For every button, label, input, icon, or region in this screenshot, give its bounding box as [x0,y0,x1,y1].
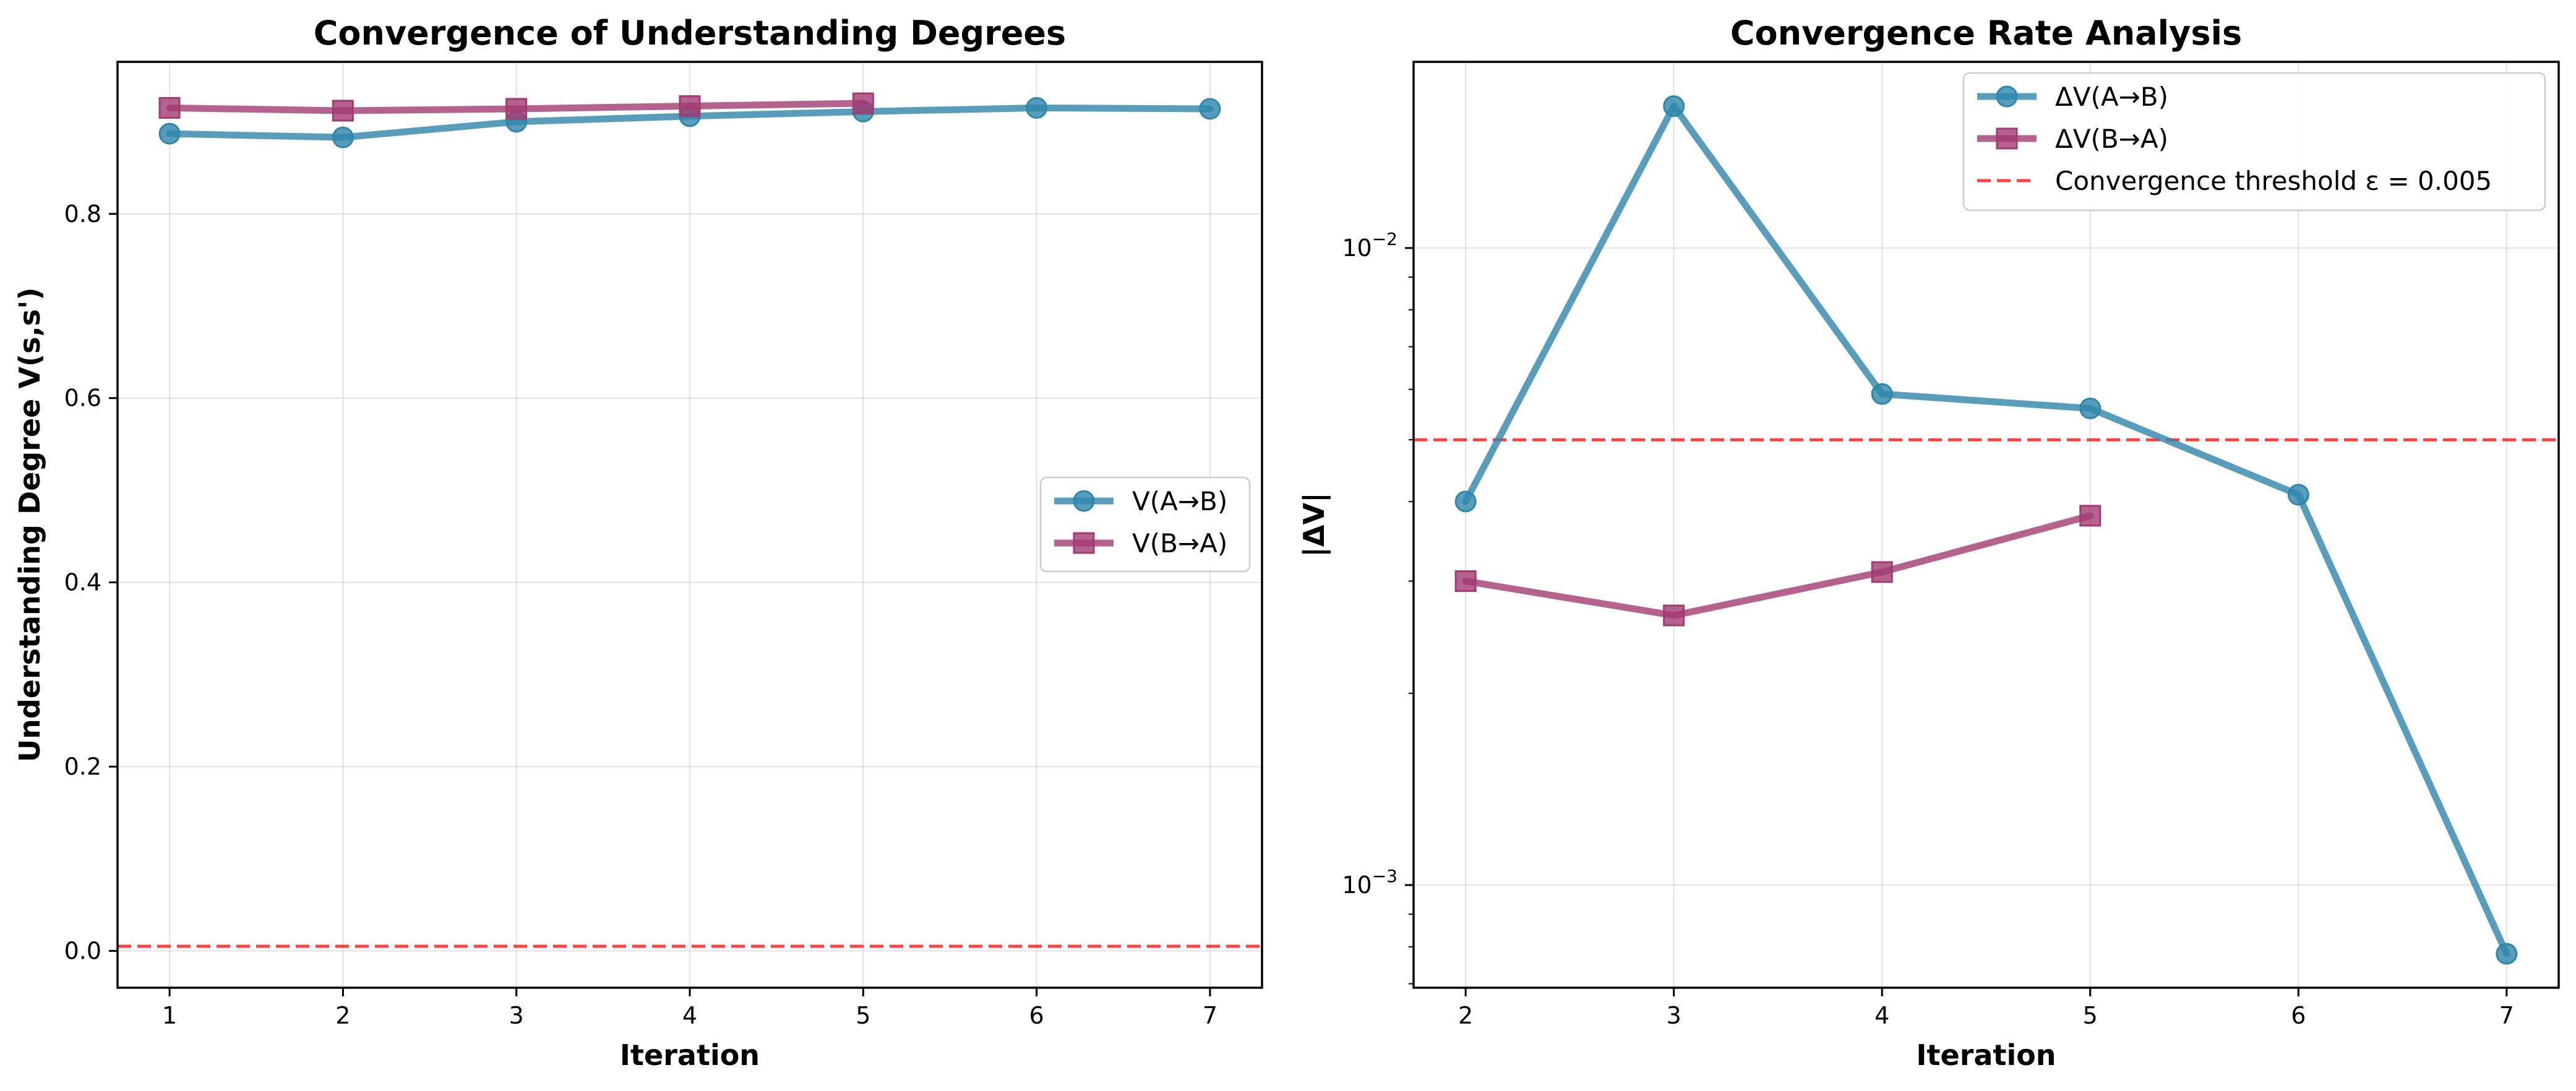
y-tick-label: 10−3 [1342,866,1397,899]
x-tick-label: 4 [1874,1002,1889,1029]
x-tick-label: 5 [856,1002,870,1029]
x-tick-label: 6 [2291,1002,2306,1029]
y-tick-label: 0.6 [64,385,101,412]
series-b-to-a [158,92,874,122]
y-tick-label: 10−2 [1342,229,1397,262]
data-point [852,92,874,114]
x-tick-label: 3 [1667,1002,1681,1029]
data-point [1871,561,1893,583]
y-tick-label: 0.0 [64,937,101,964]
legend-label: V(B→A) [1132,528,1227,558]
legend-marker [1073,532,1095,554]
legend-label: ΔV(A→B) [2055,82,2168,112]
y-tick-label-exponent: −3 [1372,866,1397,886]
data-point [1871,383,1893,405]
axes-frame [116,61,1263,989]
data-point [1663,95,1685,118]
y-axis-label: Understanding Degree V(s,s') [13,288,46,763]
legend-entry: ΔV(B→A) [1977,124,2168,154]
x-tick-label: 1 [162,1002,177,1029]
data-point [332,100,354,122]
legend-entry: ΔV(A→B) [1977,82,2168,112]
legend: ΔV(A→B) ΔV(B→A) Convergence threshold ε = … [1962,72,2546,212]
legend-entry: Convergence threshold ε = 0.005 [1977,166,2492,196]
y-tick-label: 0.2 [64,753,101,781]
y-axis-label: |ΔV| [1297,492,1331,557]
grid [118,62,1262,988]
data-point [158,122,181,145]
chart-panel-1: 1 2 3 4 5 6 7 0.0 0.2 0.4 0.6 0.8 Convergence of Und… [13,14,1263,1072]
legend-label: Convergence threshold ε = 0.005 [2055,166,2492,196]
y-tick-label-base: 10 [1342,234,1372,262]
data-point [1026,96,1048,119]
chart-title: Convergence Rate Analysis [1730,14,2242,53]
x-tick-label: 6 [1029,1002,1044,1029]
chart-title: Convergence of Understanding Degrees [314,14,1066,53]
x-tick-label: 2 [1458,1002,1473,1029]
data-point [505,98,528,120]
series-a-to-b [1454,95,2518,965]
data-point [1454,490,1477,513]
x-axis-label: Iteration [1916,1038,2056,1072]
legend: V(A→B) V(B→A) [1039,476,1251,573]
legend-label: ΔV(B→A) [2055,124,2168,154]
data-point [1454,570,1477,593]
series-b-to-a [1454,505,2102,627]
x-tick-label: 2 [335,1002,350,1029]
legend-label: V(A→B) [1132,486,1227,516]
data-point [2287,484,2309,506]
legend-entry: V(B→A) [1054,528,1227,558]
data-point [2079,505,2102,527]
data-point [332,126,354,148]
legend-marker [1996,127,2018,150]
y-tick-label-exponent: −2 [1372,229,1397,249]
series-line [1462,103,2510,957]
data-point [1663,604,1685,627]
data-point [2079,397,2102,419]
x-tick-label: 7 [2499,1002,2514,1029]
legend-entry: V(A→B) [1054,486,1227,516]
y-tick-label-base: 10 [1342,871,1372,899]
grid [1414,62,2559,988]
legend-box [1962,72,2546,212]
series-line [1462,512,2094,619]
x-axis-label: Iteration [620,1038,760,1072]
data-point [679,95,701,117]
data-point [158,96,181,119]
data-point [1199,98,1221,120]
axes-frame [1412,61,2560,989]
x-tick-label: 5 [2083,1002,2098,1029]
x-tick-label: 3 [509,1002,524,1029]
legend-marker [1073,490,1095,512]
legend-marker [1996,85,2018,108]
y-tick-label: 0.8 [64,200,101,228]
x-tick-label: 4 [682,1002,697,1029]
x-tick-label: 7 [1203,1002,1217,1029]
y-tick-label: 0.4 [64,569,101,596]
data-point [2496,943,2518,965]
